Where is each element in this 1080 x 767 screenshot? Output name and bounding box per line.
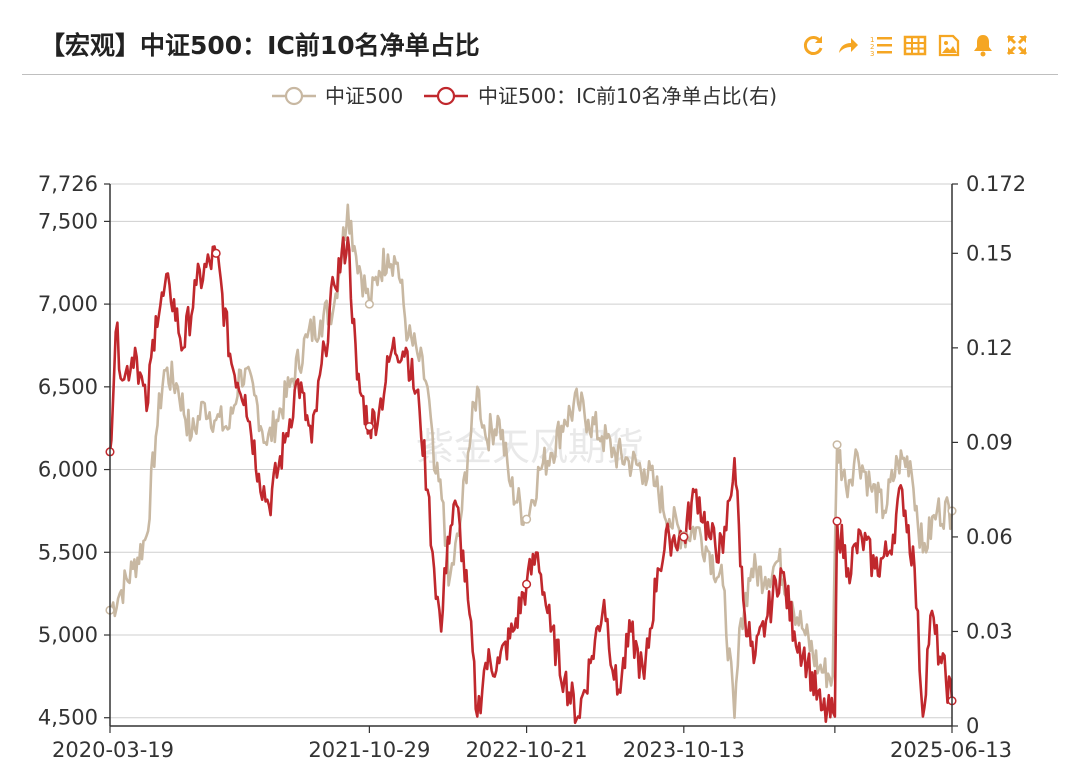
- data-point-marker: [832, 440, 842, 450]
- data-point-marker: [364, 299, 374, 309]
- y-right-tick-label: 0.12: [966, 336, 1013, 360]
- y-left-tick-label: 6,500: [38, 375, 98, 399]
- legend-label: 中证500: [325, 84, 403, 108]
- refresh-icon[interactable]: [800, 32, 826, 58]
- x-tick-label: 2020-03-19: [52, 738, 174, 762]
- bell-icon[interactable]: [970, 32, 996, 58]
- series-line-1: [108, 236, 954, 725]
- data-point-marker: [522, 514, 532, 524]
- axes: 7,726 7,500 7,000 6,500 6,000 5,500 5,000 4,500…: [38, 172, 1026, 762]
- data-point-marker: [679, 532, 689, 542]
- y-left-tick-label: 5,000: [38, 623, 98, 647]
- legend-label: 中证500：IC前10名净单占比(右): [478, 84, 777, 108]
- data-point-marker: [522, 579, 532, 589]
- image-icon[interactable]: [936, 32, 962, 58]
- legend-item-1[interactable]: 中证500：IC前10名净单占比(右): [424, 84, 777, 108]
- y-left-tick-label: 5,500: [38, 540, 98, 564]
- series-line-0: [108, 203, 954, 719]
- series-markers: [105, 248, 957, 706]
- svg-text:2: 2: [870, 43, 874, 51]
- chart-title: 【宏观】中证500：IC前10名净单占比: [40, 31, 480, 60]
- chart-area: 中证500 中证500：IC前10名净单占比(右) 紫金天风期货 7,7267,5…: [38, 84, 1026, 762]
- x-tick-label: 2022-10-21: [466, 738, 588, 762]
- x-tick-label: 2023-10-13: [623, 738, 745, 762]
- y-right-tick-label: 0: [966, 714, 979, 738]
- y-right-tick-label: 0.15: [966, 241, 1013, 265]
- data-point-marker: [832, 516, 842, 526]
- header-divider: [22, 74, 1058, 75]
- table-icon[interactable]: [902, 32, 928, 58]
- y-left-tick-label: 7,726: [38, 172, 98, 196]
- legend-marker: [436, 86, 456, 106]
- y-right-tick-label: 0.03: [966, 619, 1013, 643]
- share-icon[interactable]: [834, 32, 860, 58]
- data-point-marker: [211, 248, 221, 258]
- svg-text:3: 3: [870, 50, 874, 57]
- legend-item-0[interactable]: 中证500: [272, 84, 403, 108]
- data-point-marker: [364, 422, 374, 432]
- y-left-tick-label: 7,500: [38, 209, 98, 233]
- y-left-tick-label: 4,500: [38, 706, 98, 730]
- y-left-tick-label: 7,000: [38, 292, 98, 316]
- svg-text:1: 1: [870, 36, 874, 44]
- series-lines: [108, 203, 954, 725]
- legend-marker: [284, 86, 304, 106]
- y-right-tick-label: 0.172: [966, 172, 1026, 196]
- legend[interactable]: 中证500 中证500：IC前10名净单占比(右): [272, 84, 777, 108]
- expand-icon[interactable]: [1004, 32, 1030, 58]
- x-tick-label: 2021-10-29: [308, 738, 430, 762]
- x-tick-label: 2025-06-13: [890, 738, 1012, 762]
- y-right-tick-label: 0.09: [966, 430, 1013, 454]
- y-left-tick-label: 6,000: [38, 458, 98, 482]
- grid-lines: [110, 183, 952, 719]
- y-right-tick-label: 0.06: [966, 525, 1013, 549]
